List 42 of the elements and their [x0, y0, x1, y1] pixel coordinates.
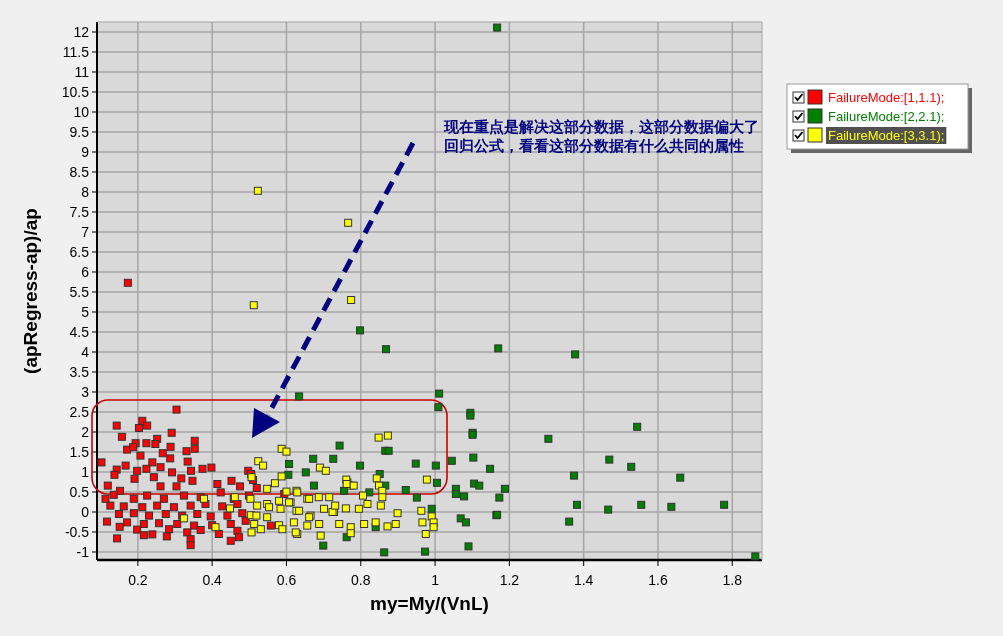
y-tick-label: -1 — [76, 544, 90, 560]
y-tick-label: 10.5 — [61, 84, 90, 100]
legend-label: FailureMode:[2,2.1); — [828, 109, 945, 124]
y-tick-label: 10 — [73, 104, 90, 120]
y-tick-label: 6 — [81, 264, 90, 280]
legend-label: FailureMode:[1,1.1); — [828, 90, 945, 105]
y-tick-label: 11 — [74, 64, 90, 80]
y-tick-label: 7 — [81, 224, 90, 240]
y-tick-label: 4 — [81, 344, 90, 360]
y-tick-label: 8 — [81, 184, 90, 200]
y-tick-label: 2.5 — [69, 404, 90, 420]
y-tick-label: 12 — [73, 24, 90, 40]
y-tick-label: 6.5 — [69, 244, 90, 260]
y-tick-label: 7.5 — [69, 204, 90, 220]
y-tick-label: 11.5 — [62, 44, 90, 60]
y-axis-title: (apRegress-ap)/ap — [20, 208, 41, 374]
x-tick-label: 0.2 — [128, 572, 148, 588]
x-tick-label: 1.2 — [499, 572, 520, 588]
legend-label: FailureMode:[3,3.1); — [828, 128, 945, 143]
y-tick-label: -0.5 — [64, 524, 90, 540]
y-tick-label: 5 — [81, 304, 90, 320]
y-tick-label: 3.5 — [69, 364, 90, 380]
x-tick-label: 1.6 — [648, 572, 668, 588]
x-tick-label: 1.8 — [722, 572, 743, 588]
y-tick-label: 9.5 — [69, 124, 90, 140]
y-tick-label: 5.5 — [69, 284, 90, 300]
y-tick-label: 4.5 — [69, 324, 90, 340]
y-tick-label: 1.5 — [69, 444, 90, 460]
y-tick-label: 2 — [81, 424, 90, 440]
x-tick-label: 0.4 — [202, 572, 223, 588]
y-tick-label: 1 — [81, 464, 90, 480]
y-tick-label: 0.5 — [69, 484, 90, 500]
y-tick-label: 8.5 — [69, 164, 90, 180]
x-tick-label: 1.4 — [573, 572, 594, 588]
annotation: 现在重点是解决这部分数据，这部分数据偏大了回归公式，看看这部分数据有什么共同的属性 — [443, 118, 759, 154]
x-axis-title: my=My/(VnL) — [370, 593, 489, 614]
y-tick-label: 3 — [81, 384, 90, 400]
x-tick-label: 0.6 — [276, 572, 297, 588]
x-tick-label: 1 — [431, 572, 440, 588]
y-tick-label: 9 — [81, 144, 90, 160]
y-tick-label: 0 — [81, 504, 90, 520]
x-tick-label: 0.8 — [351, 572, 371, 588]
